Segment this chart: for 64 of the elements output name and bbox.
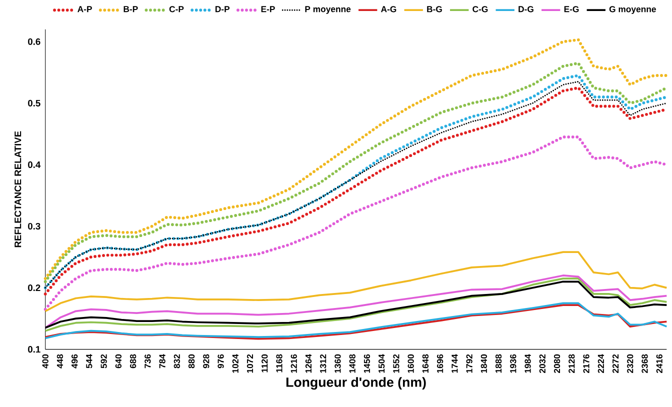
y-tick-label: 0.4: [28, 162, 41, 168]
legend-label: B-P: [124, 6, 138, 12]
legend-label: A-P: [78, 6, 92, 12]
x-tick-label: 880: [188, 354, 195, 368]
x-tick-label: 2080: [554, 354, 560, 374]
x-tick-label: 2368: [642, 354, 648, 374]
x-tick-label: 1936: [510, 354, 516, 373]
legend-label: G moyenne: [609, 6, 656, 14]
x-tick-label: 400: [42, 354, 48, 369]
legend-label: C-P: [169, 6, 184, 12]
x-tick-label: 1456: [364, 354, 370, 373]
legend-label: P moyenne: [305, 6, 351, 14]
line-series: [44, 251, 668, 312]
x-tick-label: 1072: [246, 354, 254, 373]
x-tick-label: 1120: [262, 354, 268, 372]
legend-label: E-P: [261, 6, 275, 12]
y-tick-label: 0.1: [28, 346, 40, 353]
x-tick-label: 1312: [320, 354, 326, 373]
x-tick-label: 1552: [393, 354, 400, 373]
x-tick-label: 832: [174, 354, 180, 368]
x-tick-label: 640: [115, 354, 122, 368]
x-tick-label: 1600: [408, 354, 414, 373]
x-tick-label: 1744: [452, 354, 458, 373]
x-tick-label: 1696: [437, 354, 444, 373]
x-tick-label: 736: [144, 354, 151, 368]
x-tick-label: 448: [56, 354, 64, 369]
x-tick-label: 1168: [276, 354, 282, 372]
x-tick-label: 592: [100, 354, 107, 368]
x-tick-label: 496: [72, 354, 78, 369]
x-tick-label: 2272: [612, 354, 619, 374]
legend-label: E-G: [564, 6, 579, 12]
x-tick-label: 688: [130, 354, 136, 368]
x-tick-label: 1504: [378, 354, 385, 373]
x-tick-label: 2176: [583, 354, 590, 374]
y-tick-label: 0.2: [28, 284, 40, 292]
x-tick-label: 2320: [627, 354, 634, 374]
x-tick-label: 1840: [480, 354, 487, 373]
x-tick-label: 1264: [305, 354, 312, 373]
x-tick-label: 544: [86, 354, 92, 368]
y-tick-label: 0.5: [28, 100, 40, 107]
y-axis-title: REFLECTANCE RELATIVE: [14, 131, 22, 248]
x-tick-label: 1360: [334, 354, 341, 373]
x-tick-label: 1792: [466, 354, 472, 373]
legend-label: D-P: [215, 6, 230, 12]
x-tick-label: 1648: [422, 354, 429, 373]
legend-label: C-G: [472, 6, 488, 12]
x-tick-label: 976: [218, 354, 224, 368]
x-tick-label: 2224: [598, 354, 604, 374]
x-tick-label: 2032: [539, 354, 546, 374]
x-axis-title: Longueur d'onde (nm): [286, 377, 426, 390]
x-tick-label: 2416: [656, 354, 662, 374]
x-tick-label: 1984: [524, 354, 531, 373]
legend-label: D-G: [518, 6, 534, 12]
legend-label: A-G: [380, 6, 396, 12]
x-tick-label: 784: [159, 354, 166, 368]
x-tick-label: 1888: [495, 354, 502, 373]
legend-label: B-G: [427, 6, 442, 12]
x-tick-label: 928: [203, 354, 210, 368]
x-tick-label: 1024: [232, 354, 238, 373]
x-tick-label: 1216: [290, 354, 297, 373]
y-tick-label: 0.6: [28, 38, 40, 46]
y-tick-label: 0.3: [28, 223, 40, 230]
x-tick-label: 2128: [568, 354, 575, 374]
x-tick-label: 1408: [349, 354, 356, 373]
